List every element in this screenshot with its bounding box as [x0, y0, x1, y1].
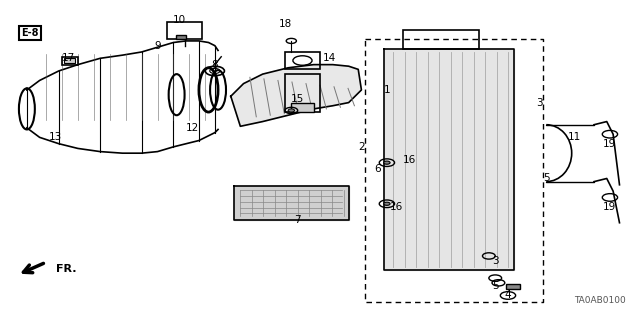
- Bar: [291, 103, 314, 112]
- Text: 17: 17: [61, 53, 75, 63]
- Polygon shape: [384, 49, 515, 270]
- Bar: [65, 58, 76, 63]
- Bar: [62, 57, 78, 65]
- Text: 11: 11: [568, 132, 582, 142]
- Text: 5: 5: [543, 174, 550, 183]
- Text: 1: 1: [383, 85, 390, 95]
- Text: 8: 8: [212, 60, 218, 70]
- Bar: [506, 284, 520, 289]
- Polygon shape: [231, 65, 362, 126]
- Text: TA0AB0100: TA0AB0100: [574, 296, 626, 305]
- Text: 3: 3: [536, 98, 543, 108]
- Text: 19: 19: [604, 202, 616, 212]
- Text: 6: 6: [374, 164, 381, 174]
- Circle shape: [288, 109, 294, 112]
- Text: 15: 15: [291, 94, 305, 104]
- Text: 19: 19: [604, 139, 616, 149]
- Text: 2: 2: [358, 142, 365, 152]
- Circle shape: [384, 161, 390, 164]
- Text: 13: 13: [49, 132, 62, 142]
- Text: 16: 16: [390, 202, 403, 212]
- Text: 3: 3: [492, 256, 499, 266]
- Text: 4: 4: [505, 291, 511, 300]
- Text: 12: 12: [186, 123, 199, 133]
- Text: 10: 10: [173, 15, 186, 26]
- Text: 14: 14: [323, 53, 336, 63]
- Text: 16: 16: [403, 154, 416, 165]
- Text: 7: 7: [294, 215, 301, 225]
- Bar: [285, 52, 320, 69]
- Text: 9: 9: [154, 41, 161, 51]
- Text: FR.: FR.: [56, 263, 76, 274]
- Text: 5: 5: [492, 281, 499, 291]
- Bar: [403, 30, 479, 49]
- Text: 18: 18: [278, 19, 292, 28]
- Text: E-8: E-8: [21, 28, 39, 38]
- Bar: [285, 74, 320, 112]
- Bar: [167, 22, 202, 39]
- Circle shape: [384, 202, 390, 205]
- Bar: [176, 34, 186, 39]
- Polygon shape: [234, 186, 349, 219]
